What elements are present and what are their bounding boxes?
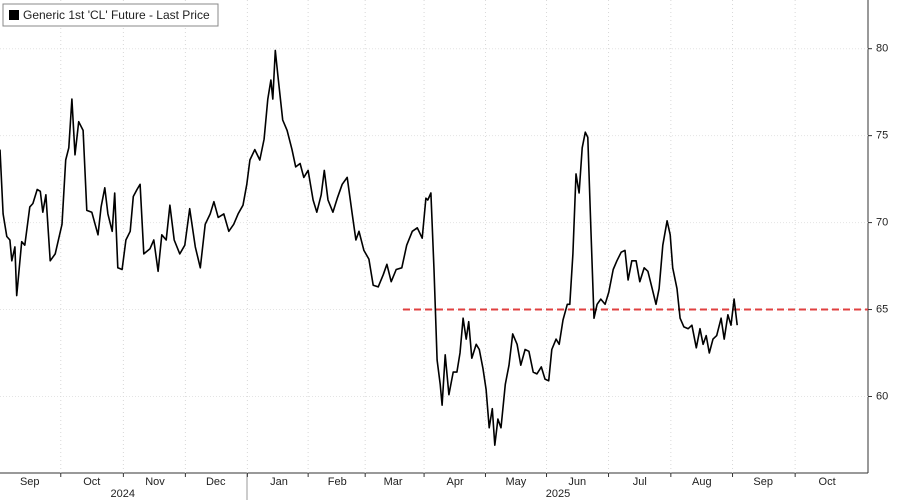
legend-label: Generic 1st 'CL' Future - Last Price	[23, 8, 210, 22]
x-tick-label: Oct	[819, 476, 836, 488]
x-tick-label: Jul	[633, 476, 647, 488]
x-tick-label: Jan	[270, 476, 288, 488]
x-tick-label: Dec	[206, 476, 226, 488]
x-tick-label: Apr	[447, 476, 464, 488]
x-tick-label: Mar	[384, 476, 403, 488]
x-tick-label: May	[505, 476, 526, 488]
legend-swatch	[9, 10, 19, 20]
y-tick-label: 70	[876, 216, 888, 228]
y-tick-label: 65	[876, 303, 888, 315]
x-tick-label: Sep	[753, 476, 773, 488]
year-label: 2025	[546, 488, 570, 500]
x-tick-label: Sep	[20, 476, 40, 488]
x-tick-label: Jun	[568, 476, 586, 488]
legend-box	[2, 3, 219, 27]
x-tick-label: Nov	[145, 476, 165, 488]
y-tick-label: 80	[876, 43, 888, 55]
y-tick-label: 60	[876, 390, 888, 402]
year-label: 2024	[111, 488, 135, 500]
x-tick-label: Feb	[328, 476, 347, 488]
x-tick-label: Aug	[692, 476, 712, 488]
price-line	[0, 49, 738, 446]
y-tick-label: 75	[876, 130, 888, 142]
x-tick-label: Oct	[83, 476, 100, 488]
legend: Generic 1st 'CL' Future - Last Price	[2, 3, 219, 27]
